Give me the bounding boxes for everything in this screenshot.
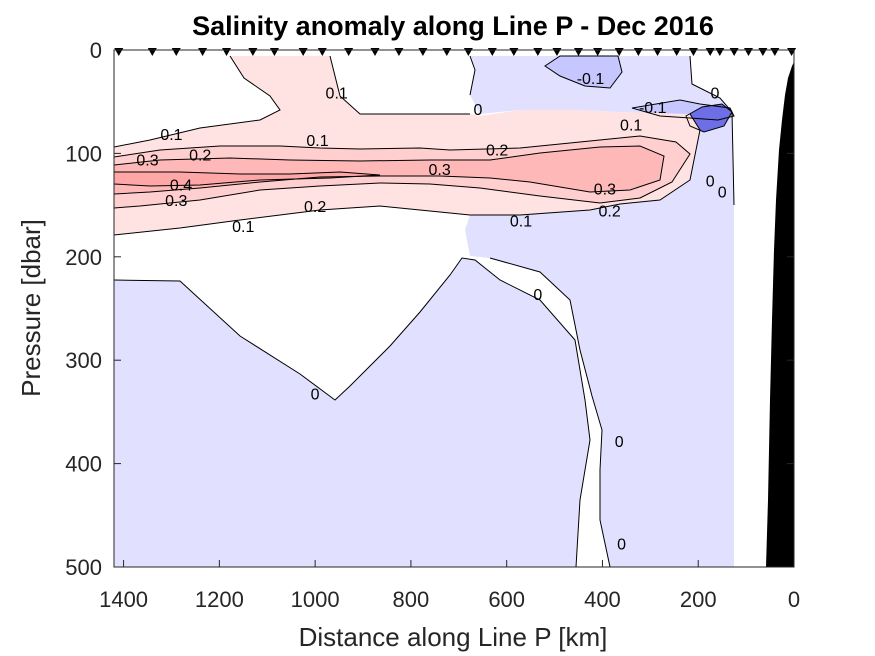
contour-line-0-lower: [114, 113, 701, 236]
y-axis-ticks: 0 100 200 300 400 500: [65, 38, 794, 580]
positive-region-04: [114, 172, 380, 186]
x-tick-label: 800: [393, 587, 430, 612]
x-axis-label: Distance along Line P [km]: [299, 622, 608, 652]
contour-line-nearshore-0: [489, 257, 611, 567]
plot-area: 0.10-0.10-0.10.10.1 0.10.2 0.20.30.30.40.3…: [65, 38, 800, 612]
x-tick-label: 400: [584, 587, 621, 612]
contour-label: 0: [617, 536, 626, 553]
y-tick-label: 200: [65, 245, 102, 270]
y-axis-label: Pressure [dbar]: [16, 219, 46, 397]
contour-label: 0.1: [620, 117, 642, 134]
x-tick-label: 1200: [195, 587, 244, 612]
contour-label: 0: [615, 434, 624, 451]
y-tick-label: 500: [65, 555, 102, 580]
contour-label: 0: [311, 386, 320, 403]
contour-label: 0.2: [599, 203, 621, 220]
contour-label: 0: [533, 287, 542, 304]
x-tick-label: 200: [680, 587, 717, 612]
y-tick-label: 0: [90, 38, 102, 63]
contour-label: 0.2: [304, 199, 326, 216]
contour-label: 0.3: [165, 193, 187, 210]
contour-label: 0.1: [326, 85, 348, 102]
x-tick-label: 1000: [291, 587, 340, 612]
contour-line-0-shallow: [114, 55, 281, 148]
negative-region-01: [545, 56, 622, 88]
contour-label: 0.2: [486, 142, 508, 159]
contour-label: -0.1: [639, 100, 667, 117]
contour-label: 0: [706, 173, 715, 190]
x-tick-label: 1400: [99, 587, 148, 612]
contour-label: 0.3: [136, 153, 158, 170]
chart-title: Salinity anomaly along Line P - Dec 2016: [192, 11, 714, 41]
contour-line-deep-0: [114, 257, 591, 567]
contour-label: 0.2: [189, 147, 211, 164]
contour-label: 0.3: [429, 162, 451, 179]
negative-core-nearshore: [686, 104, 732, 132]
contour-label: 0.1: [306, 133, 328, 150]
x-tick-label: 0: [788, 587, 800, 612]
bathymetry-slope: [766, 62, 794, 567]
contour-label: -0.1: [577, 71, 605, 88]
contour-label: 0.1: [510, 214, 532, 231]
contour-label: 0.1: [232, 219, 254, 236]
y-tick-label: 400: [65, 452, 102, 477]
contour-line-negative-0.1: [544, 55, 623, 89]
contour-label: 0: [473, 102, 482, 119]
contour-line-0.1: [114, 135, 691, 209]
contour-label: 0.3: [594, 182, 616, 199]
contour-line-nearshore-core: [685, 103, 733, 133]
x-tick-label: 600: [488, 587, 525, 612]
axes-frame: [113, 49, 795, 568]
x-axis-ticks: 1400 1200 1000 800 600 400 200 0: [99, 560, 800, 612]
contour-label: 0.4: [170, 177, 192, 194]
y-tick-label: 300: [65, 348, 102, 373]
contour-label: 0: [711, 85, 720, 102]
contour-lines: [114, 55, 735, 567]
contour-line-nearshore-negative-0.1: [631, 99, 735, 121]
contour-fills: [114, 56, 734, 567]
contour-labels: 0.10-0.10-0.10.10.1 0.10.2 0.20.30.30.40.3…: [136, 71, 726, 553]
contour-label: 0.1: [160, 127, 182, 144]
positive-region-03: [114, 146, 664, 194]
y-tick-label: 100: [65, 141, 102, 166]
negative-region-deep: [114, 258, 590, 567]
contour-line-0.3: [114, 171, 381, 187]
contour-line-0-center: [329, 55, 476, 115]
contour-label: 0: [718, 185, 727, 202]
contour-line-offshore-0: [689, 55, 735, 206]
